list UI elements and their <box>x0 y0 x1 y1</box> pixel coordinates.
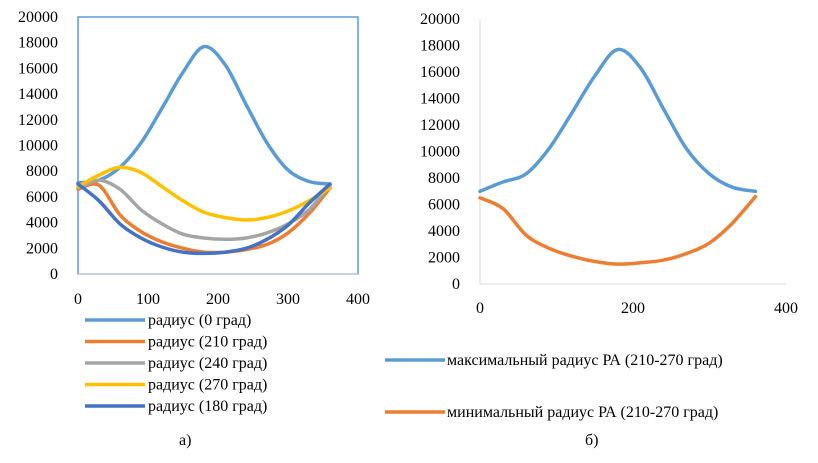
series-line-b-1 <box>478 194 758 266</box>
y-tick-label-b-2: 4000 <box>428 223 460 240</box>
x-tick-label-b-0: 0 <box>476 300 484 317</box>
x-tick-label-b-2: 400 <box>774 300 798 317</box>
legend-label-a-1: радиус (210 град) <box>148 334 267 351</box>
panel-label-b: б) <box>585 432 599 449</box>
legend-label-a-3: радиус (270 град) <box>148 377 267 394</box>
series-line-a-3 <box>76 165 332 222</box>
x-tick-label-a-2: 200 <box>206 291 230 308</box>
series-line-b-0 <box>478 47 758 194</box>
y-tick-label-a-0: 0 <box>50 266 58 283</box>
y-tick-label-b-7: 14000 <box>420 91 460 108</box>
y-tick-label-a-5: 10000 <box>18 138 58 155</box>
legend-label-a-0: радиус (0 град) <box>148 312 251 329</box>
chart-b: 0200040006000800010000120001400016000180… <box>385 11 798 421</box>
series-line-a-0 <box>76 44 332 186</box>
y-tick-label-a-3: 6000 <box>26 189 58 206</box>
panel-label-a: а) <box>179 432 192 449</box>
y-tick-label-a-8: 16000 <box>18 60 58 77</box>
y-tick-label-b-4: 8000 <box>428 170 460 187</box>
x-tick-label-a-0: 0 <box>74 291 82 308</box>
y-tick-label-b-0: 0 <box>452 276 460 293</box>
chart-a: 0200040006000800010000120001400016000180… <box>18 9 370 415</box>
legend-label-a-4: радиус (180 град) <box>148 398 267 415</box>
y-tick-label-a-6: 12000 <box>18 112 58 129</box>
y-tick-label-a-2: 4000 <box>26 215 58 232</box>
y-tick-label-a-1: 2000 <box>26 240 58 257</box>
y-tick-label-b-6: 12000 <box>420 117 460 134</box>
y-tick-label-a-4: 8000 <box>26 163 58 180</box>
y-tick-label-a-9: 18000 <box>18 35 58 52</box>
x-tick-label-a-4: 400 <box>346 291 370 308</box>
legend-label-a-2: радиус (240 град) <box>148 355 267 372</box>
y-tick-label-b-8: 16000 <box>420 64 460 81</box>
y-tick-label-b-1: 2000 <box>428 250 460 267</box>
legend-label-b-1: минимальный радиус РА (210-270 град) <box>447 404 718 421</box>
series-line-a-4 <box>76 182 332 256</box>
y-tick-label-a-10: 20000 <box>18 9 58 26</box>
y-tick-label-b-3: 6000 <box>428 197 460 214</box>
y-tick-label-b-9: 18000 <box>420 38 460 55</box>
x-tick-label-b-1: 200 <box>621 300 645 317</box>
legend-label-b-0: максимальный радиус РА (210-270 град) <box>447 352 723 369</box>
y-tick-label-b-5: 10000 <box>420 144 460 161</box>
x-tick-label-a-3: 300 <box>276 291 300 308</box>
x-tick-label-a-1: 100 <box>136 291 160 308</box>
y-tick-label-b-10: 20000 <box>420 11 460 28</box>
y-tick-label-a-7: 14000 <box>18 86 58 103</box>
